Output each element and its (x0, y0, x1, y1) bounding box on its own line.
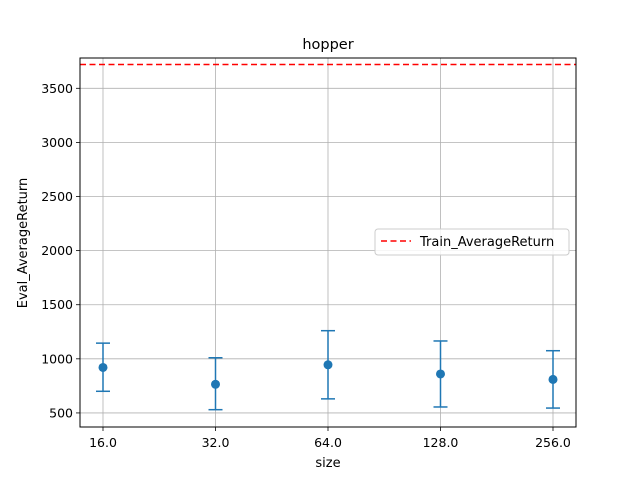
y-tick-label: 1000 (41, 351, 73, 366)
legend-box (374, 228, 570, 256)
x-tick-label: 128.0 (423, 435, 459, 450)
x-tick-label: 32.0 (202, 435, 230, 450)
legend-label: Train_AverageReturn (419, 235, 554, 250)
x-tick-label: 256.0 (535, 435, 571, 450)
data-point (211, 379, 220, 389)
data-point (98, 362, 108, 372)
y-tick-label: 500 (49, 405, 73, 420)
legend: Train_AverageReturn (374, 228, 570, 256)
x-axis-label: size (315, 456, 340, 471)
x-tick-label: 64.0 (314, 435, 342, 450)
y-tick-label: 3500 (41, 81, 73, 96)
plot-frame (79, 57, 577, 428)
y-axis-label: Eval_AverageReturn (16, 178, 31, 309)
data-point (548, 374, 558, 384)
data-point (436, 369, 445, 379)
chart-title: hopper (302, 37, 353, 53)
y-axis: 500 1000 1500 2000 2500 3000 3500 (41, 81, 80, 420)
data-series (96, 329, 560, 411)
y-tick-label: 1500 (41, 297, 73, 312)
y-tick-label: 3000 (41, 135, 73, 150)
data-point (323, 360, 333, 370)
x-tick-label: 16.0 (89, 435, 117, 450)
y-tick-label: 2500 (41, 189, 73, 204)
y-tick-label: 2000 (41, 243, 73, 258)
x-axis: 16.0 32.0 64.0 128.0 256.0 (89, 427, 571, 450)
